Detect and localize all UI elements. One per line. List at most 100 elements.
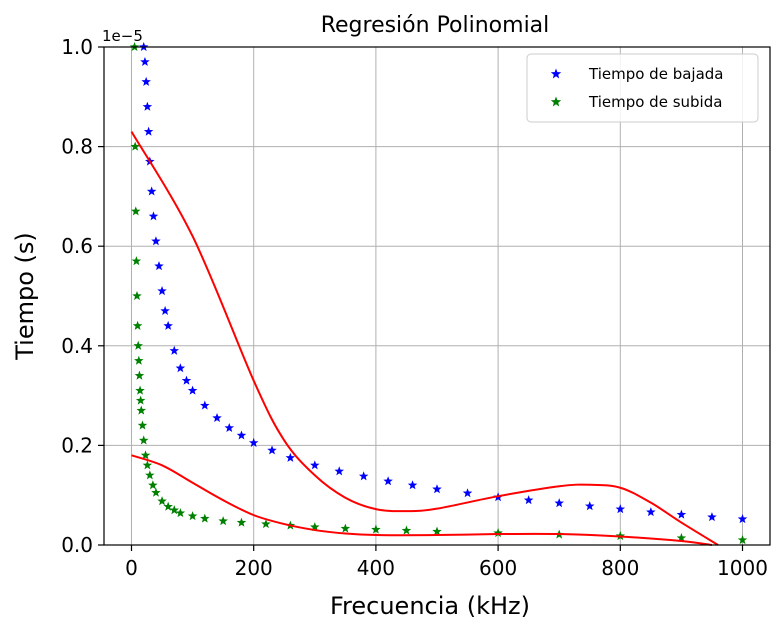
- data-point: [154, 261, 164, 271]
- data-point: [737, 535, 748, 545]
- data-point: [585, 501, 595, 511]
- data-point: [134, 370, 145, 380]
- data-point: [646, 507, 656, 517]
- y-tick-label: 0.6: [61, 234, 93, 258]
- data-point: [181, 375, 192, 385]
- y-tick-label: 0.4: [61, 334, 93, 358]
- data-point: [132, 320, 143, 330]
- data-point: [157, 286, 167, 296]
- data-point: [212, 413, 222, 423]
- data-point: [236, 517, 247, 527]
- data-point: [142, 101, 153, 111]
- data-point: [131, 256, 142, 266]
- data-point: [401, 525, 412, 535]
- plot-frame: [103, 46, 771, 546]
- data-point: [148, 480, 158, 490]
- data-point: [200, 400, 210, 410]
- data-point: [163, 320, 173, 330]
- data-point: [554, 498, 564, 508]
- legend-marker: [550, 68, 562, 79]
- data-point: [432, 484, 442, 494]
- plot-background: [104, 47, 770, 545]
- data-point: [169, 345, 180, 355]
- data-point: [707, 512, 717, 522]
- y-tick-label: 0.2: [61, 433, 93, 457]
- data-point: [148, 211, 159, 221]
- data-point: [737, 514, 748, 524]
- data-point: [371, 524, 381, 534]
- data-point: [358, 471, 369, 481]
- data-point: [340, 523, 351, 533]
- data-point: [248, 437, 259, 447]
- data-point: [615, 504, 626, 514]
- data-point: [133, 340, 143, 350]
- legend: Tiempo de bajada Tiempo de subida: [526, 53, 759, 123]
- data-point: [523, 495, 534, 505]
- data-point: [137, 420, 148, 430]
- data-point: [146, 186, 157, 196]
- grid: [104, 46, 770, 546]
- data-point: [218, 516, 228, 526]
- data-point: [236, 430, 247, 440]
- y-axis-ticks: 0.0 0.2 0.4 0.6 0.8 1.0: [61, 35, 104, 557]
- data-point: [310, 522, 320, 532]
- data-point: [140, 56, 150, 66]
- data-point: [145, 470, 155, 480]
- y-tick-label: 0.8: [61, 135, 93, 159]
- legend-marker: [550, 96, 562, 107]
- x-tick-label: 600: [479, 556, 517, 580]
- data-point: [169, 505, 180, 515]
- data-point: [267, 445, 277, 455]
- data-point: [676, 533, 687, 543]
- data-point: [676, 509, 687, 519]
- data-point: [310, 460, 320, 470]
- fit-line: [130, 131, 719, 546]
- data-point: [131, 206, 141, 216]
- data-point: [175, 508, 186, 518]
- series-1: [138, 42, 748, 524]
- y-tick-label: 0.0: [61, 533, 93, 557]
- x-tick-label: 400: [357, 556, 395, 580]
- data-point: [200, 513, 210, 523]
- data-point: [334, 466, 344, 476]
- chart-title: Regresión Polinomial: [321, 13, 550, 38]
- fit-lines: [130, 131, 719, 546]
- x-axis-ticks: 0 200 400 600 800 1000: [125, 545, 768, 580]
- data-point: [142, 460, 153, 470]
- data-point: [224, 422, 235, 433]
- data-point: [493, 528, 503, 538]
- data-point: [151, 487, 161, 497]
- data-point: [160, 305, 170, 315]
- data-point: [175, 363, 186, 373]
- data-point: [143, 126, 154, 136]
- y-axis-label: Tiempo (s): [11, 232, 39, 361]
- data-point: [187, 385, 198, 395]
- fit-line: [131, 454, 713, 546]
- data-point: [407, 480, 418, 490]
- y-axis-offset-label: 1e−5: [102, 27, 143, 45]
- legend-entry-label: Tiempo de bajada: [588, 65, 723, 83]
- data-point: [132, 291, 142, 301]
- data-point: [135, 385, 145, 395]
- data-point: [462, 488, 473, 498]
- data-point: [136, 405, 147, 415]
- data-point: [138, 435, 149, 445]
- data-point: [383, 476, 393, 486]
- data-point: [187, 511, 198, 521]
- x-axis-label: Frecuencia (kHz): [330, 592, 530, 619]
- y-tick-label: 1.0: [61, 35, 93, 59]
- data-point: [140, 450, 151, 460]
- data-point: [163, 501, 173, 511]
- x-tick-label: 0: [125, 556, 138, 580]
- x-tick-label: 800: [601, 556, 639, 580]
- x-tick-label: 1000: [717, 556, 768, 580]
- data-point: [141, 76, 151, 86]
- x-tick-label: 200: [235, 556, 273, 580]
- data-point: [285, 452, 296, 462]
- data-point: [130, 141, 140, 151]
- data-point: [432, 526, 442, 536]
- data-point: [157, 496, 167, 506]
- data-point: [134, 355, 144, 365]
- data-point: [151, 236, 161, 246]
